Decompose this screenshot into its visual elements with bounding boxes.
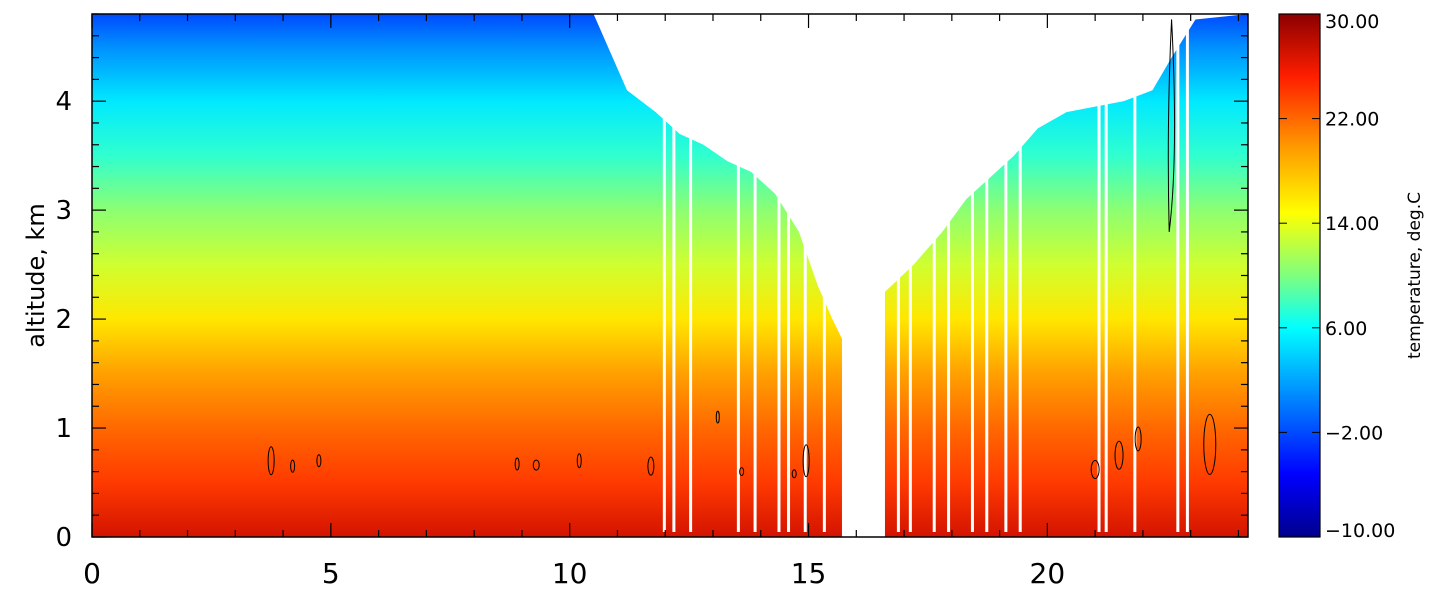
colorbar-ramp — [1278, 13, 1321, 538]
colorbar-tick-label: 30.00 — [1325, 11, 1379, 33]
y-axis: 0 1 2 3 4 — [55, 13, 1248, 553]
temperature-field — [92, 14, 1248, 537]
colorbar-tick-label: 22.00 — [1325, 109, 1379, 131]
data-dropout-line — [753, 14, 757, 532]
contour-loop — [1114, 440, 1124, 470]
contour-loop — [316, 454, 322, 468]
data-dropout-line — [1004, 14, 1008, 532]
y-tick-label: 2 — [55, 305, 72, 335]
contour-loop — [802, 444, 810, 478]
x-tick-label: 10 — [552, 557, 588, 590]
x-axis: 0 5 10 15 20 — [83, 14, 1240, 590]
data-dropout-line — [822, 14, 826, 532]
plot-area — [91, 13, 1249, 538]
data-dropout-line — [777, 14, 781, 532]
data-dropout-line — [736, 14, 740, 532]
contour-loop — [1090, 459, 1100, 479]
contour-loop — [1203, 413, 1217, 475]
data-dropout-line — [947, 14, 951, 532]
contour-loop — [791, 469, 797, 479]
y-tick-label: 1 — [55, 414, 72, 444]
colorbar: 30.00 22.00 14.00 6.00 −2.00 −10.00 temperatu… — [1278, 11, 1425, 542]
colorbar-tick-label: 6.00 — [1325, 318, 1367, 340]
x-tick-label: 15 — [791, 557, 827, 590]
data-dropout-line — [1018, 14, 1022, 532]
x-tick-label: 5 — [322, 557, 340, 590]
data-dropout-line — [1097, 14, 1101, 532]
colorbar-tick-label: −10.00 — [1325, 520, 1395, 542]
y-tick-label: 0 — [55, 523, 72, 553]
data-dropout-line — [689, 14, 693, 532]
data-dropout-line — [1133, 14, 1137, 532]
data-dropout-line — [908, 14, 912, 532]
data-dropout-line — [932, 14, 936, 532]
contour-loop — [532, 459, 540, 471]
contour-loop — [576, 453, 582, 469]
colorbar-label: temperature, deg.C — [1405, 192, 1425, 359]
no-data-region — [841, 14, 885, 537]
contour-loop — [647, 456, 655, 476]
colorbar-tick-label: −2.00 — [1325, 422, 1383, 444]
data-dropout-line — [1185, 14, 1189, 532]
colorbar-ticks: 30.00 22.00 14.00 6.00 −2.00 −10.00 — [1279, 11, 1395, 542]
contour-loop — [514, 457, 520, 471]
data-dropout-line — [803, 14, 807, 532]
data-dropout-line — [896, 14, 900, 532]
x-tick-label: 20 — [1030, 557, 1066, 590]
data-dropout-line — [662, 14, 666, 532]
data-dropout-line — [970, 14, 974, 532]
contour-loop — [290, 459, 296, 473]
data-gaps — [662, 14, 1189, 537]
contour-lines — [267, 19, 1217, 479]
x-tick-label: 0 — [83, 557, 101, 590]
contour-loop — [267, 446, 275, 476]
y-tick-label: 4 — [55, 87, 72, 117]
contour-loop-tall — [1167, 19, 1176, 232]
y-axis-label: altitude, km — [22, 203, 50, 348]
data-dropout-line — [1176, 14, 1180, 532]
contour-loop — [1134, 426, 1142, 452]
data-dropout-line — [672, 14, 676, 532]
data-dropout-line — [1104, 14, 1108, 532]
contour-loop — [715, 410, 720, 424]
data-dropout-line — [787, 14, 791, 532]
colorbar-tick-label: 14.00 — [1325, 213, 1379, 235]
data-dropout-line — [985, 14, 989, 532]
contour-loop — [739, 467, 745, 477]
y-tick-label: 3 — [55, 196, 72, 226]
